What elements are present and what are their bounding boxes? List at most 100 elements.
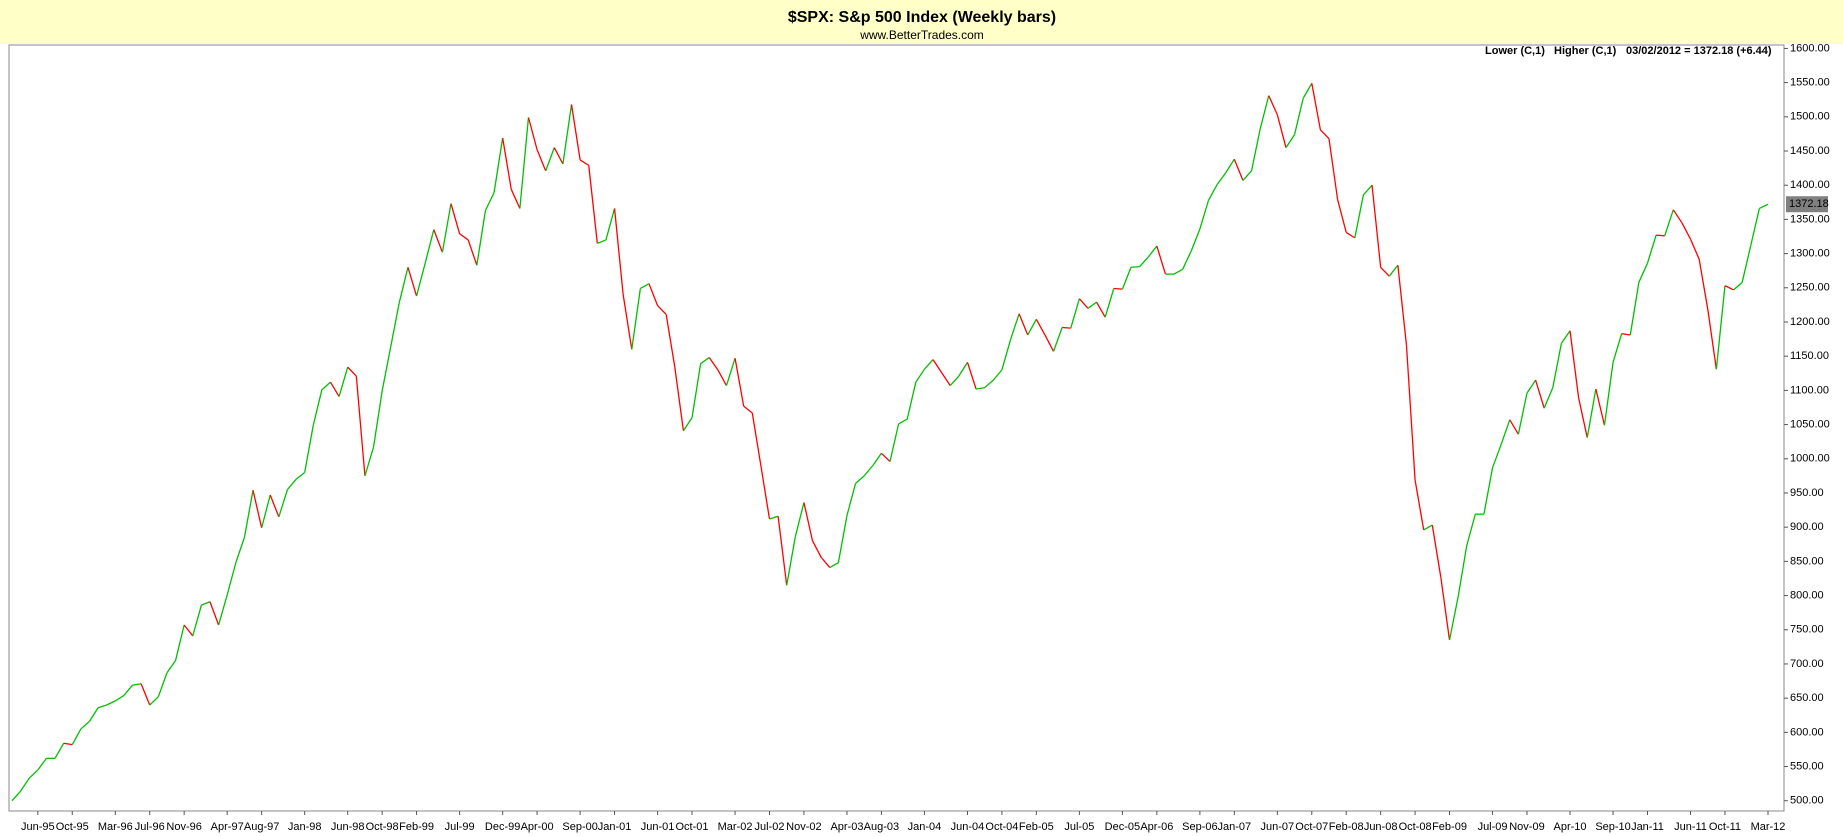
price-segment [1741, 245, 1752, 283]
x-tick-label: Apr-03 [830, 821, 863, 833]
legend-higher: Higher (C,1) [1554, 45, 1617, 57]
price-segment [312, 389, 323, 426]
price-segment [751, 412, 762, 466]
price-segment [149, 696, 159, 706]
x-tick-label: Jun-08 [1364, 821, 1398, 833]
x-tick-label: Feb-09 [1432, 821, 1467, 833]
price-segment [1336, 199, 1347, 233]
price-segment [1440, 577, 1451, 641]
price-segment [837, 515, 848, 563]
price-segment [725, 358, 736, 386]
price-segment [1207, 184, 1218, 201]
price-segment [372, 390, 383, 448]
price-segment [880, 452, 891, 462]
price-segment [794, 502, 805, 537]
x-tick-label: Jul-09 [1478, 821, 1508, 833]
x-tick-label: Aug-97 [244, 821, 279, 833]
y-tick-label: 1400.00 [1790, 179, 1830, 191]
price-segment [1543, 387, 1554, 409]
y-tick-label: 850.00 [1790, 555, 1824, 567]
x-tick-label: Oct-11 [1709, 821, 1741, 833]
price-segment [1018, 313, 1029, 336]
price-segment [803, 502, 814, 541]
price-segment [1259, 95, 1270, 130]
price-segment [1466, 514, 1476, 546]
price-segment [1707, 308, 1717, 370]
x-tick-label: Oct-07 [1295, 821, 1328, 833]
price-segment [1603, 362, 1614, 426]
price-segment [1362, 184, 1373, 196]
y-tick-label: 700.00 [1790, 658, 1824, 670]
price-segment [355, 375, 366, 476]
plot-frame [8, 44, 1785, 812]
price-segment [1750, 208, 1761, 246]
x-tick-label: Nov-96 [166, 821, 201, 833]
price-segment [1457, 545, 1468, 598]
price-segment [493, 137, 504, 193]
y-tick-label: 950.00 [1790, 487, 1824, 499]
x-tick-label: Jan-07 [1217, 821, 1251, 833]
x-tick-label: Sep-00 [562, 821, 597, 833]
x-tick-label: Oct-98 [366, 821, 399, 833]
price-segment [700, 357, 710, 365]
price-segment [1509, 419, 1519, 435]
price-segment [433, 229, 443, 253]
price-segment [657, 305, 667, 315]
x-tick-label: Jun-11 [1674, 821, 1707, 833]
price-segment [1044, 334, 1055, 352]
price-segment [1586, 388, 1597, 438]
price-segment [1225, 158, 1235, 174]
price-segment [588, 165, 598, 244]
price-segment [1250, 128, 1261, 171]
price-segment [226, 562, 237, 596]
price-segment [1096, 301, 1106, 318]
price-segment [1190, 228, 1201, 252]
price-segment [415, 263, 426, 297]
price-segment [1173, 268, 1183, 275]
price-segment [1113, 287, 1123, 290]
price-segment [553, 147, 564, 165]
price-segment [923, 359, 934, 370]
x-tick-label: Jul-96 [135, 821, 165, 833]
y-tick-label: 1000.00 [1790, 453, 1830, 465]
y-tick-label: 800.00 [1790, 589, 1824, 601]
price-segment [932, 359, 943, 373]
last-note: 03/02/2012 = 1372.18 (+6.44) [1626, 45, 1772, 57]
price-segment [1517, 392, 1528, 435]
price-segment [407, 267, 418, 297]
price-segment [949, 375, 960, 387]
price-segment [1621, 332, 1631, 336]
price-segment [174, 624, 185, 661]
price-segment [398, 267, 409, 303]
x-tick-label: Jun-01 [641, 821, 675, 833]
price-segment [1724, 285, 1734, 291]
chart-subtitle: www.BetterTrades.com [859, 28, 984, 42]
price-segment [811, 540, 822, 558]
x-tick-label: Jul-02 [755, 821, 785, 833]
x-tick-label: Jun-98 [331, 821, 365, 833]
price-segment [1285, 134, 1296, 148]
price-segment [1216, 172, 1227, 185]
price-segment [1552, 343, 1563, 388]
price-segment [260, 494, 271, 529]
price-segment [183, 624, 194, 637]
y-tick-label: 650.00 [1790, 692, 1824, 704]
x-tick-label: Nov-02 [786, 821, 821, 833]
price-segment [1500, 419, 1511, 445]
price-segment [863, 465, 874, 477]
price-segment [975, 387, 985, 390]
price-segment [63, 742, 73, 746]
x-tick-label: Oct-04 [985, 821, 1018, 833]
price-segment [364, 446, 375, 477]
price-segment [484, 192, 495, 211]
x-tick-label: Oct-01 [676, 821, 709, 833]
price-segment [1577, 397, 1588, 438]
y-tick-label: 1350.00 [1790, 213, 1830, 225]
y-tick-label: 1600.00 [1790, 42, 1830, 54]
price-segment [640, 283, 650, 290]
price-segment [631, 288, 642, 350]
price-segment [1423, 524, 1433, 531]
price-segment [872, 452, 882, 466]
price-segment [1569, 330, 1580, 398]
price-segment [597, 239, 607, 244]
